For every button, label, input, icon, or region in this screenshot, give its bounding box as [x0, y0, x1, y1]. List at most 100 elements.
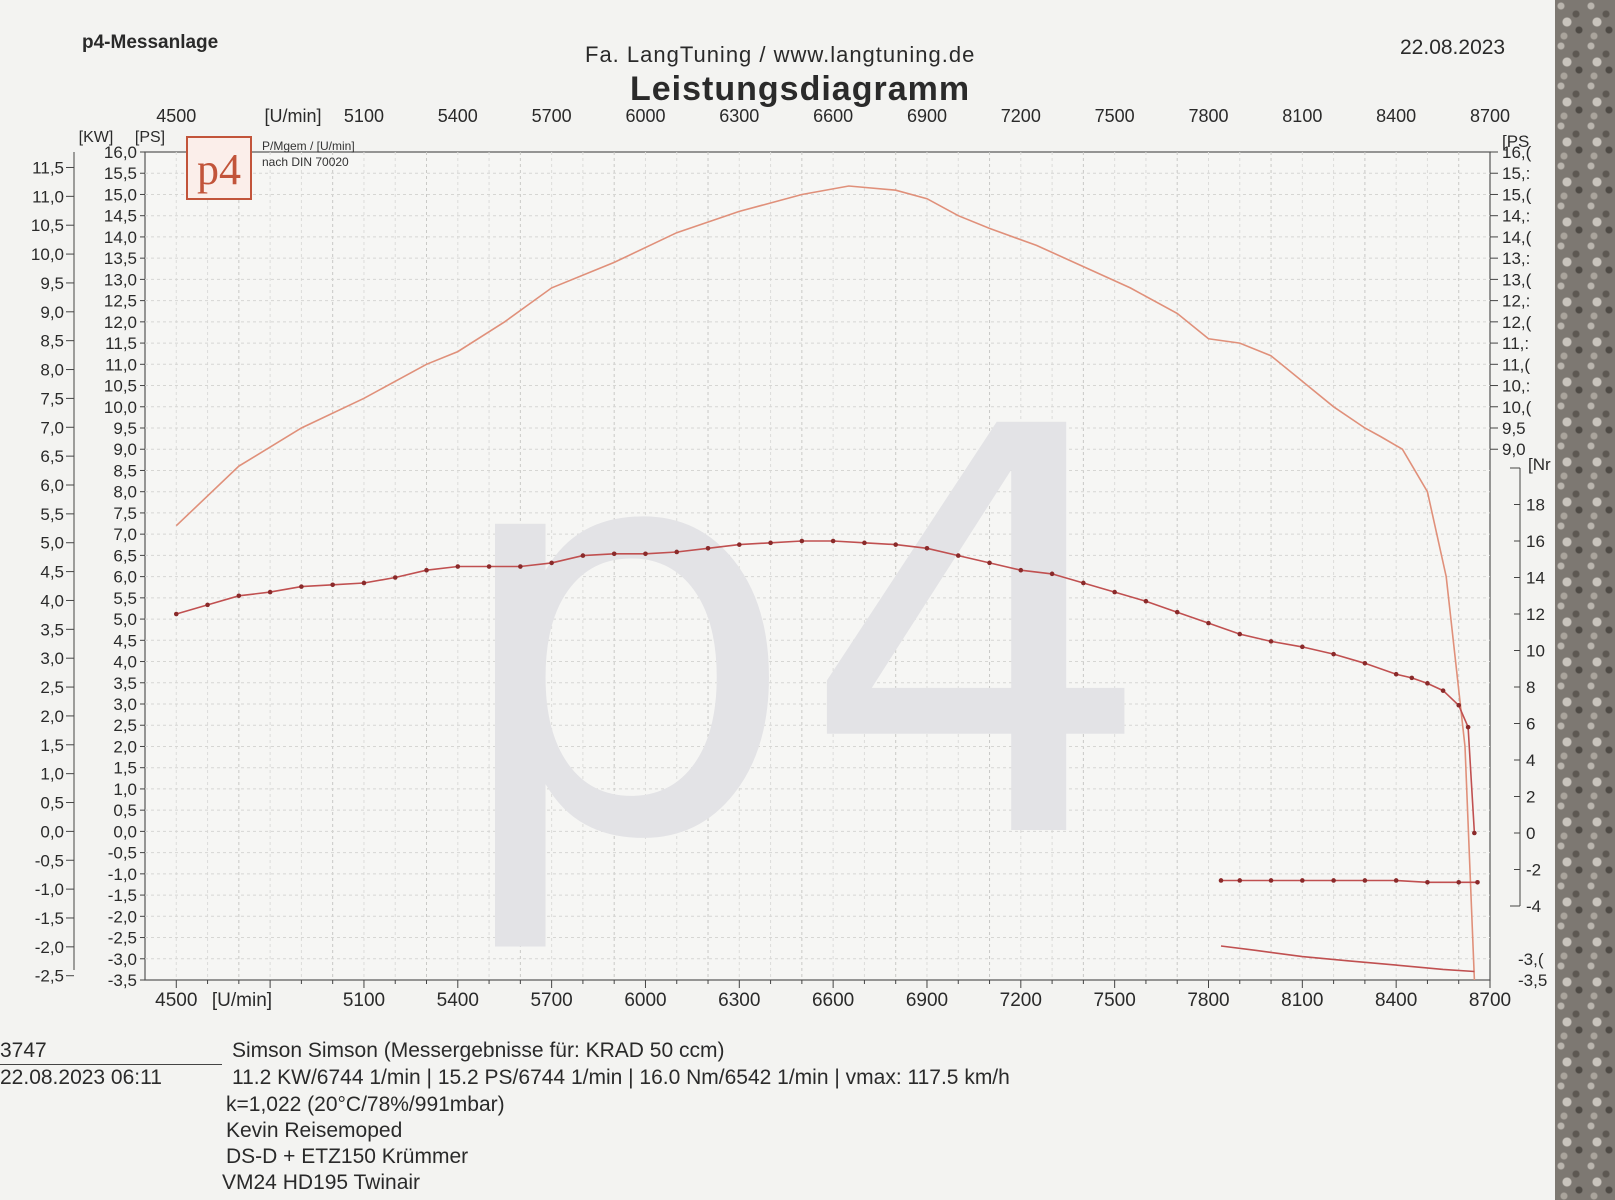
- logo-frame: [186, 136, 252, 200]
- kw-tick-label: 11,5: [32, 158, 64, 177]
- nm-axis-label: [Nr: [1528, 455, 1551, 474]
- series-1-point: [987, 560, 992, 566]
- ps-tick-label: 6,5: [113, 546, 137, 565]
- nm-tick-label: 12: [1526, 605, 1545, 624]
- logo-note-2: nach DIN 70020: [262, 155, 349, 169]
- ps-tick-label: 12,5: [104, 292, 137, 311]
- x-axis-unit-top: [U/min]: [264, 106, 321, 126]
- x-tick-label-bottom: 7200: [1000, 990, 1042, 1011]
- series-1-point: [1440, 688, 1446, 693]
- series-1-point: [893, 542, 898, 547]
- owner-line: Kevin Reisemoped: [226, 1119, 403, 1142]
- ps-tick-label: 15,0: [104, 185, 137, 204]
- ps-tick-label: 3,0: [113, 695, 137, 714]
- ps-tick-label: 15,5: [104, 164, 137, 183]
- series-line-2: [1221, 879, 1478, 884]
- right-ps-tick-label: 9,0: [1502, 440, 1526, 459]
- right-ps-tick-label: 15,(: [1502, 185, 1532, 204]
- x-tick-label-top: 4500: [156, 106, 196, 126]
- kw-tick-label: 6,0: [40, 476, 64, 495]
- right-ps-tick-label: 15,:: [1502, 164, 1530, 183]
- kw-tick-label: 11,0: [32, 187, 64, 206]
- right-ps-tick-label: 13,(: [1502, 270, 1532, 289]
- right-ps-tick-label: 9,5: [1502, 419, 1526, 438]
- kw-tick-label: -2,5: [35, 967, 64, 986]
- series-1-point: [705, 546, 711, 551]
- series-1-point: [330, 582, 335, 588]
- series-1-point: [580, 553, 586, 558]
- ps-tick-label: 14,0: [104, 228, 137, 247]
- series-2-point: [1456, 879, 1462, 885]
- x-tick-label-top: 8700: [1470, 106, 1510, 126]
- right-ps-tick-label: 10,(: [1502, 398, 1532, 417]
- kw-tick-label: 5,5: [40, 505, 64, 524]
- series-line-0: [175, 185, 1476, 981]
- right-ps-tick-label: 12,(: [1502, 313, 1532, 332]
- kw-tick-label: 7,5: [40, 389, 64, 408]
- ps-tick-label: 12,0: [104, 313, 137, 332]
- ps-tick-label: 1,0: [113, 780, 137, 799]
- series-1-point: [1472, 830, 1477, 836]
- x-tick-label-bottom: 8400: [1375, 990, 1417, 1011]
- series-1-point: [1018, 567, 1024, 573]
- x-tick-label-top: 6000: [625, 106, 665, 126]
- results-line: 11.2 KW/6744 1/min | 15.2 PS/6744 1/min …: [232, 1066, 1010, 1089]
- ps-tick-label: 14,5: [104, 207, 137, 226]
- info-divider: [0, 1064, 222, 1065]
- series-1-point: [1425, 681, 1430, 686]
- kw-tick-label: 3,0: [40, 649, 64, 668]
- x-tick-label-top: 6300: [719, 106, 759, 126]
- series-1-point: [737, 542, 742, 547]
- x-tick-label-top: 8100: [1282, 106, 1322, 126]
- x-axis-unit-bottom: [U/min]: [212, 990, 272, 1011]
- series-1-point: [236, 593, 242, 599]
- ps-tick-label: 10,0: [104, 398, 137, 417]
- company-label: Fa. LangTuning / www.langtuning.de: [585, 42, 976, 67]
- ps-tick-label: 8,0: [113, 483, 137, 502]
- ps-tick-label: 0,0: [113, 822, 137, 841]
- right-bottom-tick-label: -3,(: [1518, 950, 1544, 969]
- right-ps-tick-label: 16,(: [1502, 143, 1532, 162]
- right-ps-tick-label: 14,:: [1502, 207, 1530, 226]
- x-tick-label-bottom: 6900: [906, 990, 948, 1011]
- series-1-point: [1300, 644, 1305, 650]
- ps-tick-label: 1,5: [113, 759, 137, 778]
- series-1-point: [1143, 598, 1149, 604]
- x-tick-label-bottom: 8700: [1469, 990, 1511, 1011]
- series-1-point: [1409, 675, 1415, 681]
- series-2-point: [1331, 878, 1336, 883]
- series-1-point: [924, 546, 930, 551]
- kw-tick-label: 5,0: [40, 534, 64, 553]
- nm-tick-label: 14: [1526, 569, 1545, 588]
- right-ps-tick-label: 11,:: [1502, 334, 1529, 353]
- right-ps-tick-label: 12,:: [1502, 292, 1530, 311]
- power-chart: p4 4500 4500 5100 5100 5400 5400 5700 5700 6000 6…: [31, 106, 1551, 1011]
- series-1-point: [392, 575, 398, 580]
- series-1-point: [1237, 631, 1243, 637]
- x-tick-label-top: 7800: [1188, 106, 1228, 126]
- x-tick-label-bottom: 4500: [155, 990, 197, 1011]
- series-1-point: [862, 540, 867, 546]
- series-1-point: [518, 564, 523, 569]
- right-ps-tick-label: 11,(: [1502, 355, 1530, 374]
- series-1-point: [1081, 580, 1086, 586]
- x-tick-label-bottom: 6600: [812, 990, 854, 1011]
- series-1-point: [643, 551, 648, 557]
- kw-tick-label: 10,0: [31, 245, 64, 264]
- ps-tick-label: 8,5: [113, 461, 137, 480]
- series-1-point: [267, 589, 273, 595]
- series-1-point: [299, 584, 304, 589]
- nm-tick-label: 4: [1526, 751, 1535, 770]
- run-id: 3747: [0, 1039, 47, 1062]
- nm-tick-label: 8: [1526, 678, 1535, 697]
- chart-axes: 4500 4500 5100 5100 5400 5400 5700 5700 6000 6000…: [31, 106, 1551, 1011]
- ps-tick-label: -1,0: [108, 865, 137, 884]
- x-tick-label-top: 5700: [532, 106, 572, 126]
- series-1-point: [1268, 639, 1274, 644]
- carb-line: VM24 HD195 Twinair: [222, 1171, 421, 1194]
- ps-tick-label: 9,0: [113, 440, 137, 459]
- ps-tick-label: 11,5: [105, 334, 137, 353]
- measurement-sheet: p4-Messanlage Fa. LangTuning / www.langt…: [0, 0, 1555, 1200]
- series-1-point: [1456, 702, 1462, 708]
- series-1-point: [1049, 571, 1055, 577]
